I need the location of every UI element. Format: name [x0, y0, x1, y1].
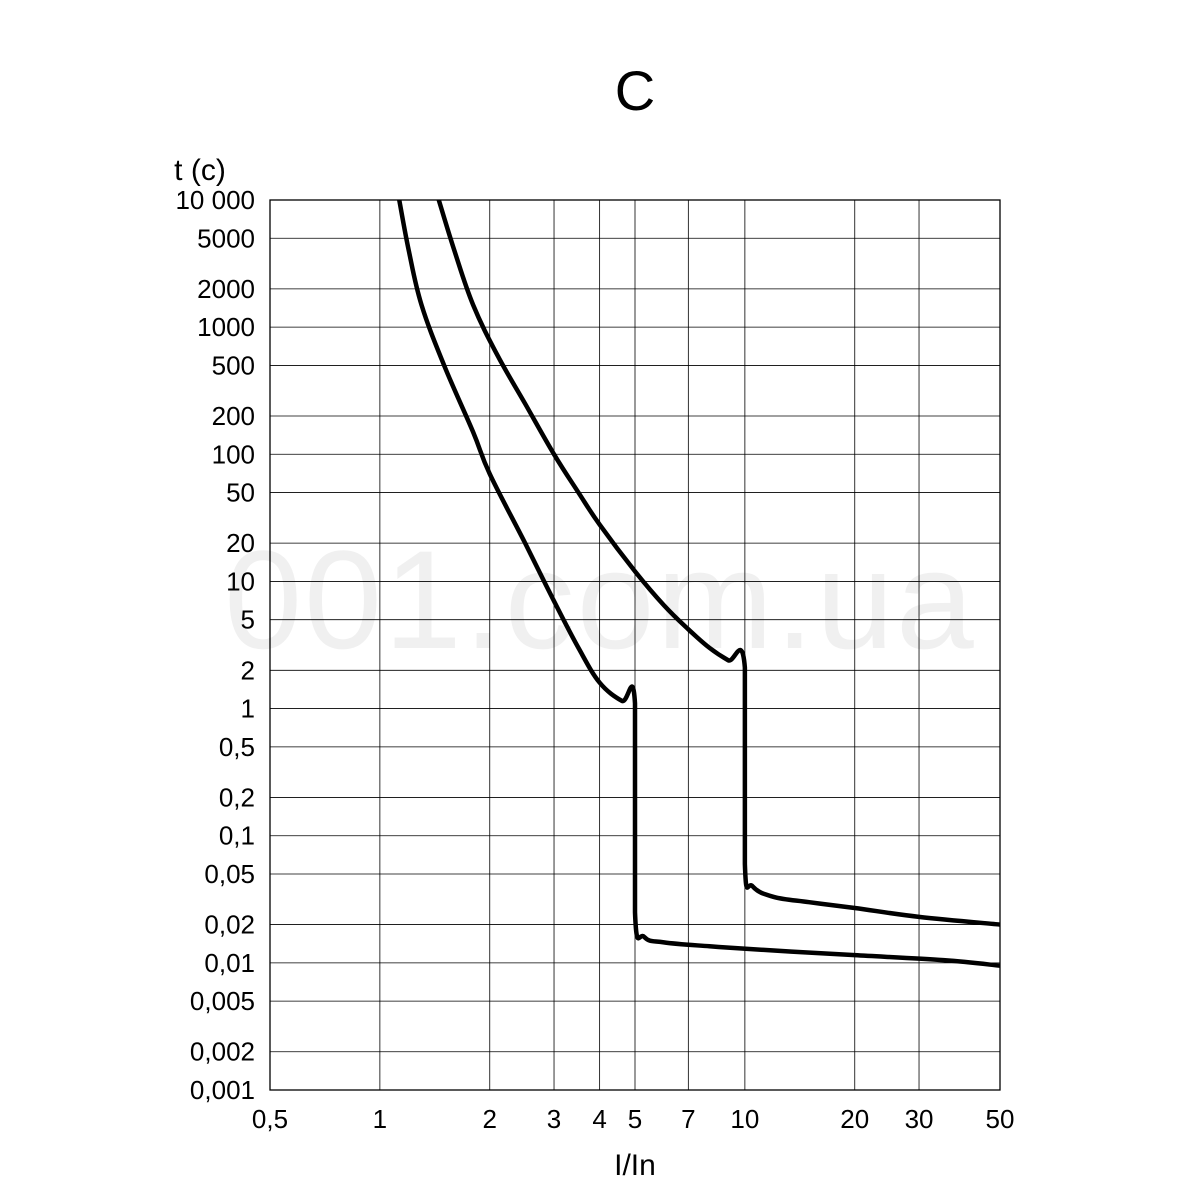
trip-curve-chart: Ct (c)I/In0,5123457102030500,0010,0020,0…	[0, 0, 1200, 1200]
svg-text:C: C	[615, 59, 655, 122]
svg-text:5: 5	[628, 1104, 642, 1134]
svg-text:0,5: 0,5	[219, 732, 255, 762]
chart-container: 001.com.ua Ct (c)I/In0,5123457102030500,…	[0, 0, 1200, 1200]
svg-text:1: 1	[241, 694, 255, 724]
svg-text:1: 1	[373, 1104, 387, 1134]
svg-text:3: 3	[547, 1104, 561, 1134]
svg-text:5000: 5000	[197, 223, 255, 253]
svg-text:7: 7	[681, 1104, 695, 1134]
svg-text:0,001: 0,001	[190, 1075, 255, 1105]
svg-text:5: 5	[241, 605, 255, 635]
svg-text:I/In: I/In	[614, 1149, 656, 1182]
svg-text:0,002: 0,002	[190, 1037, 255, 1067]
svg-text:100: 100	[212, 439, 255, 469]
svg-text:50: 50	[226, 478, 255, 508]
svg-text:0,01: 0,01	[204, 948, 255, 978]
svg-text:0,005: 0,005	[190, 986, 255, 1016]
svg-text:10 000: 10 000	[175, 185, 255, 215]
svg-text:4: 4	[592, 1104, 606, 1134]
svg-text:500: 500	[212, 350, 255, 380]
svg-text:10: 10	[226, 566, 255, 596]
svg-text:2: 2	[241, 655, 255, 685]
svg-text:20: 20	[840, 1104, 869, 1134]
svg-text:200: 200	[212, 401, 255, 431]
svg-text:2: 2	[483, 1104, 497, 1134]
svg-text:0,2: 0,2	[219, 782, 255, 812]
svg-text:1000: 1000	[197, 312, 255, 342]
svg-text:30: 30	[905, 1104, 934, 1134]
svg-text:10: 10	[730, 1104, 759, 1134]
svg-text:0,5: 0,5	[252, 1104, 288, 1134]
svg-text:0,05: 0,05	[204, 859, 255, 889]
svg-text:50: 50	[986, 1104, 1015, 1134]
svg-text:20: 20	[226, 528, 255, 558]
svg-text:0,1: 0,1	[219, 821, 255, 851]
svg-text:2000: 2000	[197, 274, 255, 304]
svg-text:t (c): t (c)	[174, 154, 226, 187]
svg-text:0,02: 0,02	[204, 910, 255, 940]
